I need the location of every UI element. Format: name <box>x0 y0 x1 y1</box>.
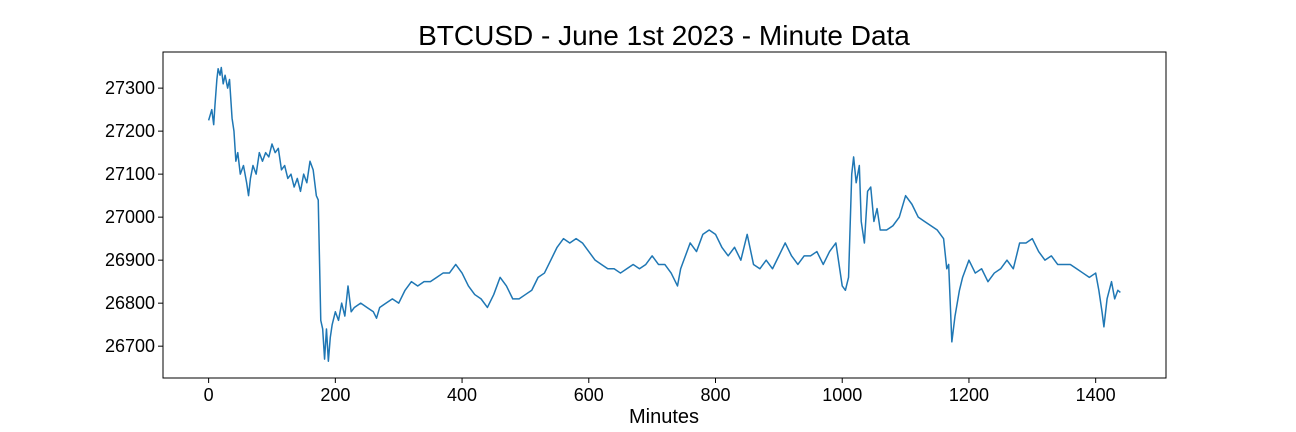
y-tick-label: 26900 <box>105 250 155 270</box>
y-tick-label: 26700 <box>105 336 155 356</box>
price-line <box>207 66 1121 362</box>
x-tick-label: 1400 <box>1076 385 1116 405</box>
x-tick-label: 1200 <box>949 385 989 405</box>
x-axis-label: Minutes <box>629 406 699 428</box>
plot-frame <box>162 51 1167 379</box>
x-tick-label: 200 <box>320 385 350 405</box>
x-tick-label: 1000 <box>822 385 862 405</box>
y-tick-label: 27200 <box>105 121 155 141</box>
chart-title: BTCUSD - June 1st 2023 - Minute Data <box>418 20 910 51</box>
y-tick-label: 26800 <box>105 293 155 313</box>
y-tick-label: 27100 <box>105 164 155 184</box>
x-tick-label: 600 <box>574 385 604 405</box>
y-tick-label: 27000 <box>105 207 155 227</box>
x-tick-label: 0 <box>204 385 214 405</box>
x-tick-label: 800 <box>700 385 730 405</box>
x-tick-label: 400 <box>447 385 477 405</box>
y-tick-label: 27300 <box>105 78 155 98</box>
